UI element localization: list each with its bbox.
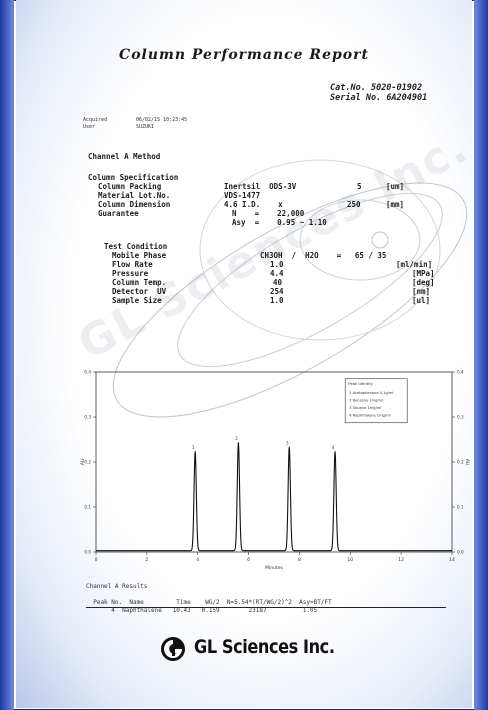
user-label: User [83,124,96,130]
acquired-label: Acquired [83,117,108,123]
x-tick-label-7: 14 [449,557,455,563]
spec-label-0: Column Packing [98,182,162,191]
catalog-block: Cat.No. 5020-01902 Serial No. 6A204901 [330,83,427,103]
y-tick-label-right-2: 0.2 [457,460,464,465]
x-tick-label-3: 6 [247,557,250,563]
spec-unit-2: [mm] [386,200,405,209]
peak-label-1: 1 [192,445,195,450]
chromatogram-chart: 0 2 4 6 8 10 12 140.0 0.00.1 0.10.2 0.20.3 0.30.4 0.… [80,370,470,572]
test-label-0: Mobile Phase [112,251,167,260]
test-unit-1: [ml/min] [396,260,433,269]
spec-label-2: Column Dimension [98,200,171,209]
spec-value-0: Inertsil ODS-3V [224,182,297,191]
spec-label-1: Material Lot.No. [98,191,171,200]
test-label-4: Detector UV [112,287,167,296]
spec-value-4: Asy = 0.95 ~ 1.10 [232,218,327,227]
report-paper [16,0,472,708]
spec-label-3: Guarantee [98,209,139,218]
test-value-3: 40 [273,278,283,287]
legend-entry-4: 4 Naphthalene 1mg/ml [349,413,390,417]
y-tick-label-left-2: 0.2 [84,460,91,465]
test-label-1: Flow Rate [112,260,153,269]
y-tick-label-left-1: 0.1 [84,505,91,510]
test-unit-3: [deg] [412,278,435,287]
spec-value-2: 4.6 I.D. x [224,200,283,209]
left-border-bar [0,0,14,710]
peak-label-3: 3 [286,441,289,446]
x-tick-label-6: 12 [398,557,404,563]
x-tick-label-5: 10 [347,557,353,563]
legend-entry-1: 1 Acetophenone 0.1g/ml [349,391,393,395]
serial-value: 6A204901 [386,93,428,103]
method-heading: Channel A Method [88,152,161,161]
x-axis-label: Minutes [265,565,283,571]
legend-entry-2: 2 Benzene 1mg/ml [349,398,383,402]
results-heading: Channel A Results [86,583,148,590]
user-value: SUZUKI [136,124,155,130]
legend-title: Peak identity [348,381,373,386]
test-value-0: CH3OH / H2O = 65 / 35 [260,251,387,260]
column-spec-heading: Column Specification [88,173,179,182]
spec-value-3: N = 22,000 [232,209,305,218]
y-axis-label-right: AU [464,459,470,465]
test-unit-5: [ul] [412,296,431,305]
test-label-5: Sample Size [112,296,162,305]
results-header-row: Peak No. Name Time WG/2 N=5.54*(RT/WG/2)… [86,599,332,606]
legend-box [344,378,408,424]
x-tick-label-1: 2 [145,557,148,563]
x-tick-label-2: 4 [196,557,199,563]
results-header-rule [86,607,446,608]
cat-value: 5020-01902 [370,83,423,93]
y-tick-label-left-0: 0.0 [84,550,91,555]
y-tick-label-left-3: 0.3 [84,415,91,420]
report-title: Column Performance Report [119,47,369,63]
acquired-value: 06/02/15 10:23:45 [136,117,188,123]
results-data-row: 4 Naphthalene 10.43 0.159 23187 1.05 [86,607,318,614]
test-value-5: 1.0 [270,296,284,305]
test-condition-heading: Test Condition [104,242,168,251]
spec-num-2: 250 [347,200,361,209]
y-tick-label-right-3: 0.3 [457,415,464,420]
y-tick-label-right-0: 0.0 [457,550,464,555]
test-unit-2: [MPa] [412,269,435,278]
gl-logo-icon [161,637,185,661]
y-tick-label-right-1: 0.1 [457,505,464,510]
peak-label-2: 2 [235,436,238,441]
y-tick-label-right-4: 0.4 [457,370,464,375]
y-axis-label-left: AU [80,459,86,465]
spec-value-1: VDS-1477 [224,191,261,200]
test-value-1: 1.0 [270,260,284,269]
test-value-2: 4.4 [270,269,284,278]
serial-label: Serial No. [330,93,382,103]
test-unit-4: [nm] [412,287,431,296]
spec-num-0: 5 [357,182,362,191]
peak-label-4: 4 [332,445,335,450]
legend-entry-3: 3 Toluene 1mg/ml [349,406,381,410]
watermark-orbits [112,159,468,418]
right-border-bar [474,0,488,710]
x-tick-label-0: 0 [95,557,98,563]
results-block: Channel A Results Peak No. Name Time WG/… [86,583,332,615]
test-label-3: Column Temp. [112,278,167,287]
test-label-2: Pressure [112,269,149,278]
x-tick-label-4: 8 [298,557,301,563]
chromatogram-trace [96,442,452,552]
test-value-4: 254 [270,287,284,296]
gl-logo-text: GL Sciences Inc. [194,636,335,658]
cat-label: Cat.No. [330,83,366,93]
spec-unit-0: [um] [386,182,405,191]
y-tick-label-left-4: 0.4 [84,370,91,375]
